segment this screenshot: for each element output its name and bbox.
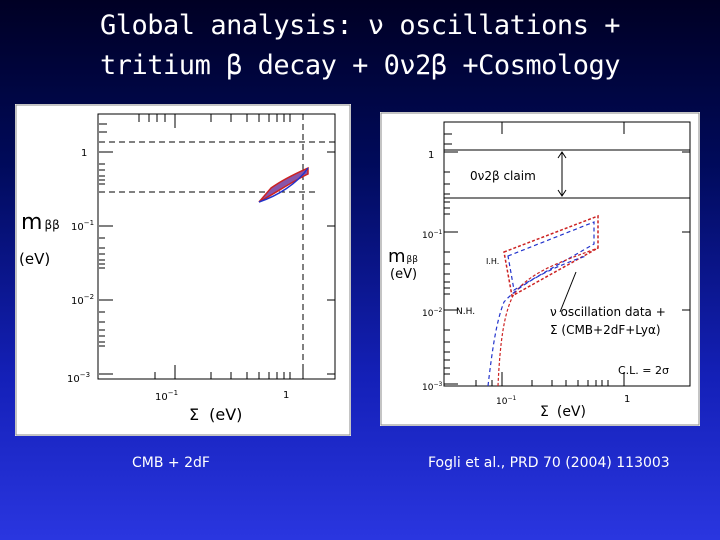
right-xtick-1: 10−1 — [496, 395, 516, 407]
right-ylabel: mββ — [388, 246, 418, 267]
right-ytick-3: 10−2 — [422, 307, 442, 319]
left-ytick-1: 1 — [81, 148, 87, 159]
left-ytick-4: 10−3 — [67, 371, 90, 385]
claim-arrow — [557, 151, 567, 197]
left-xtick-1: 10−1 — [155, 389, 178, 403]
left-caption: CMB + 2dF — [132, 455, 210, 471]
left-ytick-3: 10−2 — [71, 293, 94, 307]
normal-hierarchy-curve-blue — [487, 255, 587, 387]
osc-label-line1: ν oscillation data + — [550, 305, 666, 319]
inverted-hierarchy-band — [503, 214, 599, 298]
osc-label-line2: Σ (CMB+2dF+Lyα) — [550, 323, 661, 337]
left-xlabel: Σ (eV) — [189, 405, 242, 424]
cl-label: C.L. = 2σ — [618, 364, 669, 377]
left-ylabel-unit: (eV) — [19, 250, 50, 268]
slide-title-line1: Global analysis: ν oscillations + — [100, 10, 620, 41]
right-caption: Fogli et al., PRD 70 (2004) 113003 — [428, 455, 670, 471]
nh-label: N.H. — [456, 307, 475, 317]
ih-label: I.H. — [486, 257, 499, 266]
left-plot-frame — [97, 113, 336, 380]
slide-title-line2: tritium β decay + 0ν2β +Cosmology — [100, 50, 620, 81]
left-plot-panel: 1 10−1 10−2 10−3 10−1 1 m ββ (eV) Σ (eV) — [15, 104, 351, 436]
left-ylabel: m ββ — [21, 210, 60, 235]
right-xtick-2: 1 — [624, 394, 630, 405]
right-ylabel-unit: (eV) — [390, 267, 417, 282]
right-plot-frame — [443, 121, 691, 387]
left-xtick-2: 1 — [283, 390, 289, 401]
left-allowed-region — [258, 166, 309, 203]
normal-hierarchy-curve-red — [497, 247, 599, 387]
claim-label: 0ν2β claim — [470, 169, 536, 183]
right-plot-panel: 0ν2β claim I.H. N.H. ν oscillation data … — [380, 112, 700, 426]
right-ytick-4: 10−3 — [422, 381, 442, 393]
right-xlabel: Σ (eV) — [540, 404, 586, 420]
right-ytick-1: 1 — [428, 150, 434, 161]
right-plot: 0ν2β claim I.H. N.H. ν oscillation data … — [380, 112, 700, 426]
left-ytick-2: 10−1 — [71, 219, 94, 233]
left-plot: 1 10−1 10−2 10−3 10−1 1 m ββ (eV) Σ (eV) — [15, 104, 351, 436]
right-ytick-2: 10−1 — [422, 229, 442, 241]
